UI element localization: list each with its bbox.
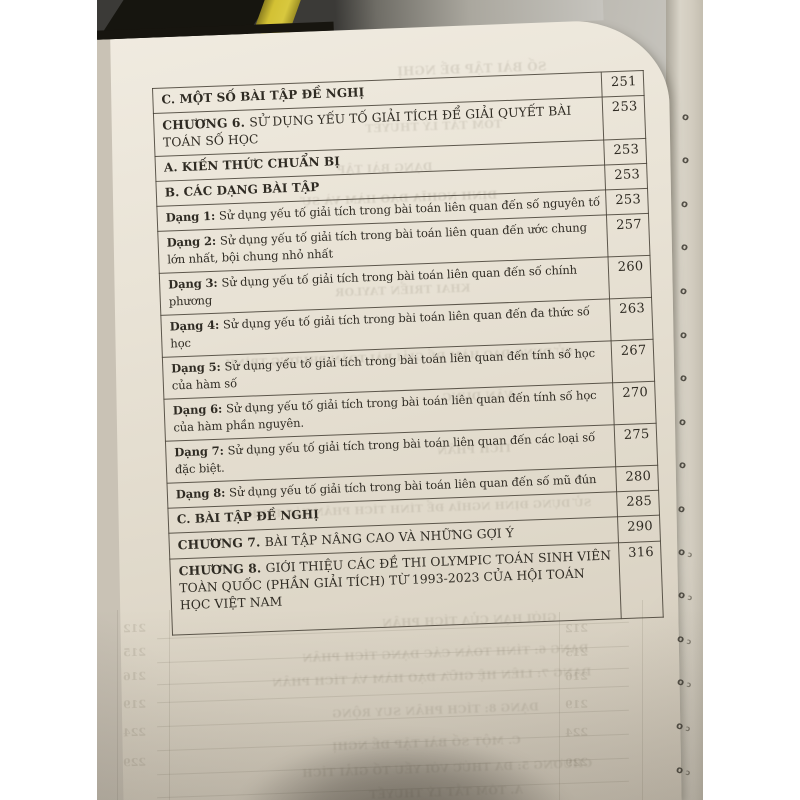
- row-page-number: 251: [601, 70, 645, 97]
- bleedthrough-column-line: [642, 600, 643, 800]
- row-page-number: 263: [610, 297, 654, 341]
- row-prefix: Dạng 7:: [174, 443, 228, 460]
- bleedthrough-page-number: 229: [122, 755, 147, 770]
- row-prefix: Dạng 4:: [169, 317, 224, 334]
- bleedthrough-page-number: 219: [122, 697, 147, 712]
- row-prefix: Dạng 2:: [166, 233, 221, 250]
- bleedthrough-column-line: [169, 610, 170, 800]
- row-page-number: 253: [602, 95, 646, 140]
- bleedthrough-page-number: 216: [122, 669, 147, 684]
- row-prefix: Dạng 3:: [167, 275, 222, 292]
- row-page-number: 270: [613, 381, 657, 425]
- right-white-margin: [703, 0, 800, 800]
- row-prefix: Dạng 1:: [165, 208, 220, 225]
- row-title: GIỚI THIỆU CÁC ĐỀ THI OLYMPIC TOÁN SINH …: [179, 548, 612, 613]
- row-prefix: CHƯƠNG 8.: [178, 560, 266, 579]
- bleedthrough-page-number: 215: [122, 645, 147, 660]
- row-page-number: 275: [614, 423, 658, 467]
- bleedthrough-page-number: 219: [564, 697, 589, 712]
- row-prefix: Dạng 8:: [175, 485, 230, 502]
- row-page-number: 280: [616, 465, 659, 492]
- book-photo: SỐ BÀI TẬP ĐỀ NGHỊ TÓM TẮT LÝ THUYẾT DẠNG …: [97, 0, 703, 800]
- bleedthrough-page-number: 216: [564, 669, 589, 684]
- row-page-number: 267: [611, 339, 655, 383]
- row-prefix: B.: [164, 184, 184, 200]
- row-prefix: C.: [161, 92, 180, 107]
- row-title: CÁC DẠNG BÀI TẬP: [183, 179, 320, 199]
- bleedthrough-page-number: 212: [122, 621, 147, 636]
- row-prefix: Dạng 5:: [171, 359, 225, 376]
- toc-table-body: C. MỘT SỐ BÀI TẬP ĐỀ NGHỊ 251 CHƯƠNG 6. SỬ…: [152, 70, 664, 636]
- row-page-number: 253: [605, 163, 648, 190]
- row-title: BÀI TẬP ĐỀ NGHỊ: [194, 507, 320, 526]
- row-page-number: 285: [617, 490, 660, 517]
- row-title: MỘT SỐ BÀI TẬP ĐỀ NGHỊ: [179, 85, 365, 106]
- edge-ink-mark-companion: ɔ: [686, 592, 694, 603]
- row-page-number: 253: [604, 138, 647, 165]
- row-page-number: 290: [618, 515, 661, 543]
- row-prefix: CHƯƠNG 7.: [177, 534, 265, 553]
- row-prefix: Dạng 6:: [172, 401, 227, 418]
- bleedthrough-column-line: [559, 612, 560, 800]
- row-title: BÀI TẬP NÂNG CAO VÀ NHỮNG GỢI Ý: [264, 526, 515, 550]
- photographer-shadow: [232, 733, 577, 800]
- toc-table: C. MỘT SỐ BÀI TẬP ĐỀ NGHỊ 251 CHƯƠNG 6. SỬ…: [152, 70, 664, 636]
- row-page-number: 257: [606, 213, 650, 257]
- row-title: KIẾN THỨC CHUẨN BỊ: [181, 154, 341, 174]
- row-prefix: A.: [163, 159, 183, 175]
- bleedthrough-column-line: [117, 610, 118, 800]
- row-prefix: CHƯƠNG 6.: [162, 114, 250, 133]
- row-page-number: 316: [618, 541, 664, 619]
- left-white-margin: [0, 0, 97, 800]
- toc-table-wrap: C. MỘT SỐ BÀI TẬP ĐỀ NGHỊ 251 CHƯƠNG 6. SỬ…: [152, 70, 664, 636]
- bleedthrough-page-number: 224: [122, 725, 147, 740]
- row-prefix: C.: [176, 511, 196, 527]
- row-page-number: 253: [606, 188, 649, 215]
- row-page-number: 260: [608, 255, 652, 299]
- row-desc-cell: CHƯƠNG 8. GIỚI THIỆU CÁC ĐỀ THI OLYMPIC …: [169, 542, 622, 636]
